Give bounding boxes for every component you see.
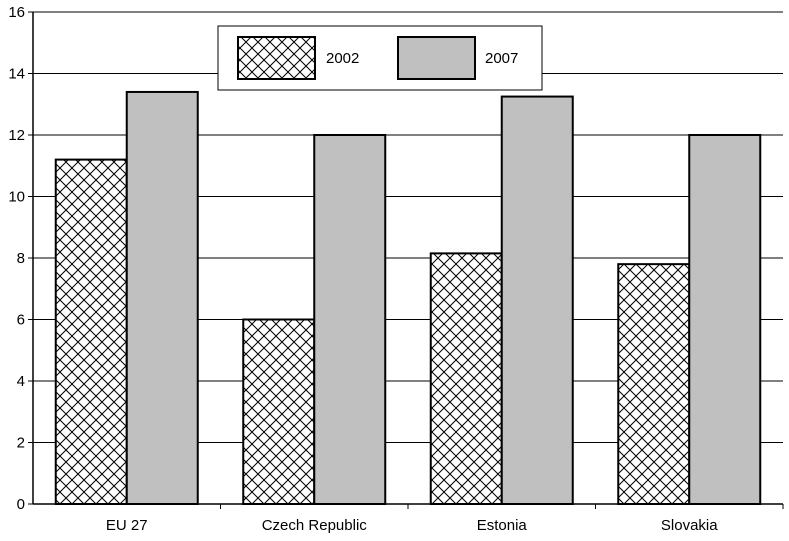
bar-2002-slovakia <box>617 263 691 505</box>
x-category-label: Slovakia <box>661 517 718 534</box>
y-tick-label: 4 <box>17 373 25 390</box>
y-tick-label: 14 <box>8 66 25 83</box>
legend-label-2002: 2002 <box>326 50 359 67</box>
legend-swatch-2002 <box>237 36 316 80</box>
y-tick-label: 0 <box>17 496 25 513</box>
y-tick-label: 6 <box>17 312 25 329</box>
legend-label-2007: 2007 <box>485 50 518 67</box>
bar-2002-estonia <box>429 252 503 505</box>
bar-2002-eu-27 <box>54 158 128 505</box>
y-tick-label: 10 <box>8 189 25 206</box>
y-tick-label: 2 <box>17 435 25 452</box>
legend-swatch-2007 <box>397 36 476 80</box>
x-category-label: Estonia <box>477 517 528 534</box>
bar-2007-czech-republic <box>313 134 387 505</box>
x-axis-labels: EU 27 Czech Republic Estonia Slovakia <box>106 517 718 534</box>
legend: 2002 2007 <box>217 25 543 91</box>
axes <box>32 12 784 509</box>
bars <box>54 90 762 505</box>
bar-2007-estonia <box>500 95 574 505</box>
y-tick-label: 16 <box>8 4 25 21</box>
y-axis-ticks: 0 2 4 6 8 10 12 14 16 <box>8 4 33 513</box>
bar-2002-czech-republic <box>242 318 316 505</box>
y-tick-label: 8 <box>17 250 25 267</box>
x-category-label: Czech Republic <box>262 517 368 534</box>
bar-2007-slovakia <box>688 134 762 505</box>
x-category-label: EU 27 <box>106 517 148 534</box>
bar-2007-eu-27 <box>125 90 199 505</box>
y-tick-label: 12 <box>8 127 25 144</box>
